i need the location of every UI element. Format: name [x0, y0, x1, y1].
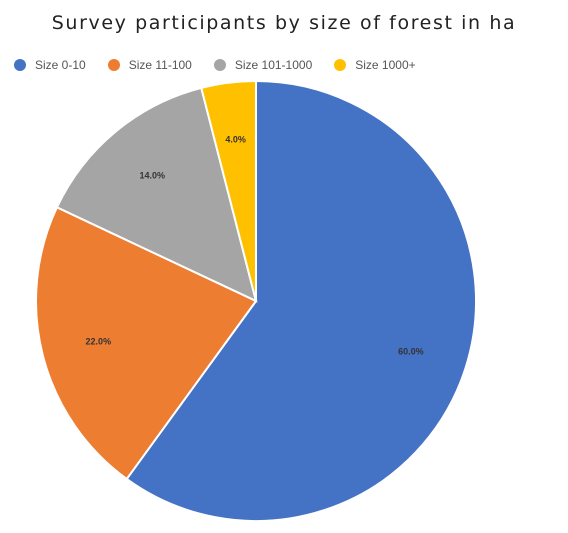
pie-labels: 60.0% 22.0% 14.0% 4.0% [86, 134, 424, 356]
legend-label: Size 0-10 [35, 58, 86, 72]
legend: Size 0-10 Size 11-100 Size 101-1000 Size… [14, 58, 438, 72]
legend-swatch [107, 59, 120, 71]
legend-item-size-101-1000: Size 101-1000 [213, 58, 313, 72]
legend-label: Size 101-1000 [234, 58, 313, 72]
legend-item-size-1000-plus: Size 1000+ [334, 58, 416, 72]
chart-title: Survey participants by size of forest in… [51, 12, 517, 34]
pie-slices [35, 79, 477, 522]
data-label-size-0-10: 60.0% [398, 346, 424, 356]
data-label-size-1000-plus: 4.0% [225, 134, 246, 144]
data-label-size-11-100: 22.0% [86, 336, 112, 346]
legend-item-size-11-100: Size 11-100 [107, 58, 192, 72]
legend-swatch [14, 59, 26, 71]
data-label-size-101-1000: 14.0% [139, 171, 165, 181]
legend-item-size-0-10: Size 0-10 [14, 58, 86, 72]
legend-swatch [334, 59, 347, 71]
pie-slice-size-1000-plus [200, 79, 257, 302]
pie-slice-size-0-10 [125, 79, 477, 522]
legend-label: Size 1000+ [355, 58, 416, 72]
pie-slice-size-101-1000 [55, 86, 258, 303]
legend-label: Size 11-100 [128, 58, 192, 72]
legend-swatch [213, 59, 226, 71]
